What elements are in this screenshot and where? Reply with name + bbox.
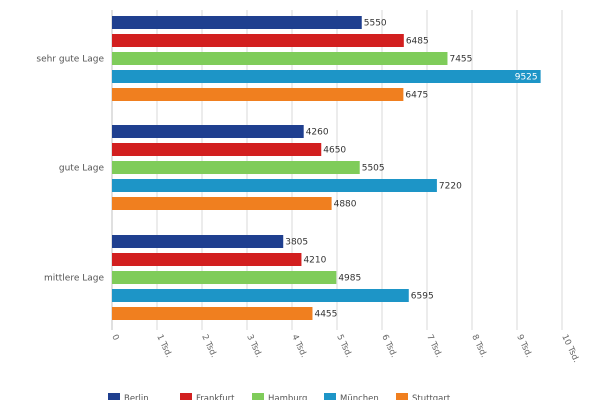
- data-label: 5505: [362, 164, 385, 174]
- data-label: 7455: [449, 55, 472, 65]
- data-label: 4880: [334, 200, 357, 210]
- data-labels: 5550 6485 7455 9525 6475 4260 4650 5505 7220 4880…: [285, 19, 537, 320]
- x-tick-label: 8 Tsd.: [469, 333, 488, 359]
- x-tick-label: 10 Tsd.: [559, 333, 581, 364]
- data-label: 4650: [323, 146, 346, 156]
- data-label: 6485: [406, 37, 429, 47]
- data-label: 5550: [364, 19, 387, 29]
- bar: [112, 307, 313, 320]
- category-labels: sehr gute Lage gute Lage mittlere Lage: [36, 55, 104, 284]
- legend-item[interactable]: München: [324, 393, 379, 400]
- legend-swatch: [324, 393, 336, 400]
- legend-swatch: [108, 393, 120, 400]
- x-tick-label: 6 Tsd.: [379, 333, 398, 359]
- x-tick-label: 2 Tsd.: [199, 333, 218, 359]
- x-tick-label: 7 Tsd.: [424, 333, 443, 359]
- legend-label: Berlin: [124, 394, 149, 400]
- data-label: 7220: [439, 182, 462, 192]
- bar: [112, 179, 437, 192]
- data-label: 4260: [306, 128, 329, 138]
- bars: [112, 16, 541, 320]
- data-label: 9525: [515, 73, 538, 83]
- bar: [112, 88, 404, 101]
- data-label: 6595: [411, 292, 434, 302]
- legend-item[interactable]: Stuttgart: [396, 393, 451, 400]
- legend-label: Hamburg: [268, 394, 307, 400]
- bar: [112, 271, 337, 284]
- x-tick-label: 4 Tsd.: [289, 333, 308, 359]
- x-tick-label: 0: [109, 333, 120, 342]
- legend-swatch: [396, 393, 408, 400]
- category-label: gute Lage: [59, 164, 105, 174]
- x-tick-label: 1 Tsd.: [154, 333, 173, 359]
- legend-swatch: [180, 393, 192, 400]
- x-tick-label: 9 Tsd.: [514, 333, 533, 359]
- data-label: 4985: [338, 274, 361, 284]
- legend-label: Stuttgart: [412, 394, 451, 400]
- legend-swatch: [252, 393, 264, 400]
- bar: [112, 253, 302, 266]
- legend-item[interactable]: Frankfurt: [180, 393, 235, 400]
- x-axis-tick-labels: 0 1 Tsd. 2 Tsd. 3 Tsd. 4 Tsd. 5 Tsd. 6 Tsd. 7 T…: [109, 333, 581, 364]
- legend-label: München: [340, 394, 379, 400]
- bar: [112, 289, 409, 302]
- data-label: 6475: [405, 91, 428, 101]
- legend: Berlin Frankfurt Hamburg München Stuttgart: [108, 393, 451, 400]
- x-tick-label: 5 Tsd.: [334, 333, 353, 359]
- bar: [112, 125, 304, 138]
- bar: [112, 70, 541, 83]
- data-label: 4455: [314, 310, 337, 320]
- bar: [112, 52, 448, 65]
- category-label: mittlere Lage: [44, 274, 105, 284]
- bar: [112, 197, 332, 210]
- bar: [112, 34, 404, 47]
- x-tick-label: 3 Tsd.: [244, 333, 263, 359]
- bar: [112, 16, 362, 29]
- legend-item[interactable]: Berlin: [108, 393, 149, 400]
- bar: [112, 235, 284, 248]
- data-label: 3805: [285, 238, 308, 248]
- bar: [112, 161, 360, 174]
- data-label: 4210: [303, 256, 326, 266]
- legend-label: Frankfurt: [196, 394, 235, 400]
- category-label: sehr gute Lage: [36, 55, 104, 65]
- bar: [112, 143, 322, 156]
- legend-item[interactable]: Hamburg: [252, 393, 307, 400]
